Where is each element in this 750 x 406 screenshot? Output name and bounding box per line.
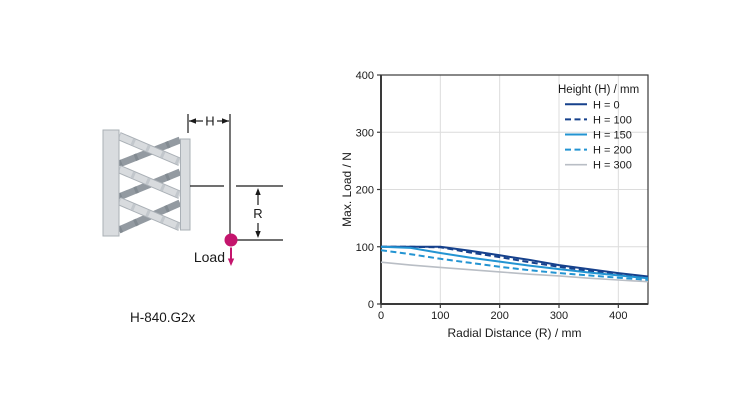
series-line-hhhh100 <box>381 245 649 279</box>
hexapod-load-diagram: H R Load H-840.G2x <box>102 114 283 325</box>
max-load-chart: 0 100 200 300 400 0 100 200 300 400 Height (H) / … <box>340 70 649 340</box>
y-tick-label: 0 <box>368 299 374 311</box>
chart-series <box>380 245 649 283</box>
hexapod-front-struts <box>117 132 182 231</box>
legend-label: H = 0 <box>593 99 620 111</box>
chart-ticks: 0 100 200 300 400 0 100 200 300 400 <box>356 70 628 322</box>
dim-r-arrow-bottom <box>255 231 261 238</box>
dim-h-lines <box>187 114 231 240</box>
x-tick-label: 100 <box>431 310 449 322</box>
y-tick-label: 100 <box>356 242 374 254</box>
legend-label: H = 200 <box>593 145 632 157</box>
model-label: H-840.G2x <box>130 310 196 325</box>
legend-label: H = 300 <box>593 160 632 172</box>
load-arrow-head <box>227 258 235 266</box>
x-axis-title: Radial Distance (R) / mm <box>447 326 581 340</box>
hexapod-moving-platform <box>180 138 191 231</box>
legend-label: H = 150 <box>593 130 632 142</box>
legend-label: H = 100 <box>593 114 632 126</box>
series-line-hhhh150 <box>380 245 649 280</box>
dim-r-label: R <box>253 206 262 221</box>
series-line-hhhh200 <box>380 249 649 281</box>
y-tick-label: 400 <box>356 70 374 82</box>
dim-h-arrow-right <box>222 118 229 124</box>
load-label: Load <box>194 249 225 265</box>
dim-r-arrow-top <box>255 188 261 195</box>
x-tick-label: 300 <box>550 310 568 322</box>
dim-h-arrow-left <box>189 118 196 124</box>
x-tick-label: 0 <box>378 310 384 322</box>
y-tick-label: 300 <box>356 127 374 139</box>
hexapod-base-plate <box>102 129 120 237</box>
y-axis-title: Max. Load / N <box>340 152 354 227</box>
legend-title: Height (H) / mm <box>558 84 639 96</box>
series-line-hhhh0 <box>381 245 649 278</box>
x-tick-label: 200 <box>490 310 508 322</box>
series-line-hhhh300 <box>380 261 649 283</box>
load-point-marker <box>224 233 238 247</box>
y-tick-label: 200 <box>356 185 374 197</box>
dim-h-label: H <box>205 114 214 129</box>
chart-legend: Height (H) / mm H = 0 H = 100 H = 150 H = 20… <box>558 84 639 172</box>
x-tick-label: 400 <box>609 310 627 322</box>
